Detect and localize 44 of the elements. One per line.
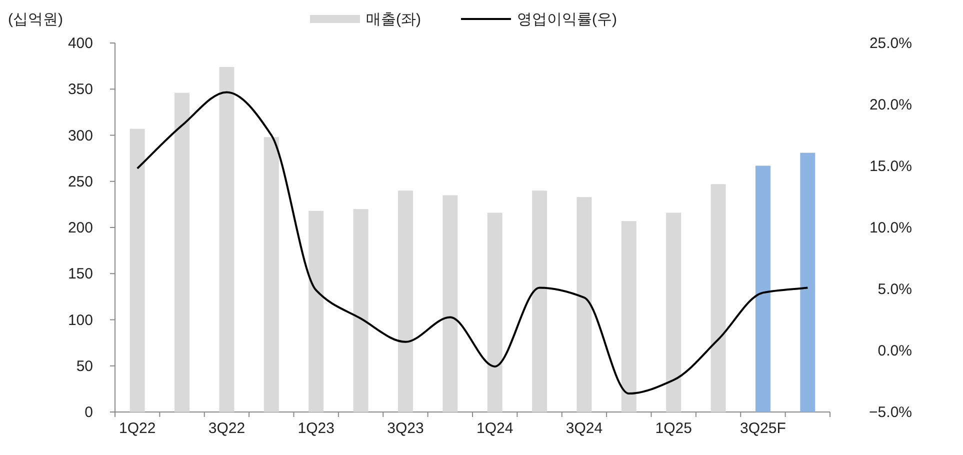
x-tick-label: 1Q22 bbox=[118, 420, 156, 437]
x-tick-label: 1Q24 bbox=[476, 420, 514, 437]
bar bbox=[308, 210, 324, 412]
x-tick-label: 1Q25 bbox=[655, 420, 692, 437]
bar bbox=[532, 190, 548, 412]
bar bbox=[621, 221, 636, 412]
y2-tick-label: 5.0% bbox=[878, 281, 912, 298]
bar bbox=[174, 92, 190, 412]
bar bbox=[666, 212, 682, 412]
line-series bbox=[136, 91, 809, 395]
y2-tick-label: 0.0% bbox=[878, 342, 912, 360]
bar bbox=[710, 184, 726, 412]
y2-tick-label: 15.0% bbox=[869, 158, 912, 175]
bar bbox=[398, 190, 413, 412]
y2-tick-label: 20.0% bbox=[869, 96, 912, 114]
bar bbox=[576, 197, 592, 412]
bar bbox=[264, 137, 279, 412]
y2-tick-label: −5.0% bbox=[869, 404, 912, 421]
bar bbox=[755, 166, 770, 412]
x-tick-label: 3Q23 bbox=[387, 420, 424, 437]
y-tick-label: 350 bbox=[68, 81, 93, 98]
y-tick-label: 250 bbox=[68, 173, 93, 190]
bar bbox=[800, 152, 816, 412]
x-tick-label: 1Q23 bbox=[298, 420, 334, 437]
y-axis-title: (십억원) bbox=[8, 11, 63, 28]
y2-tick-label: 10.0% bbox=[869, 220, 912, 236]
y-tick-label: 200 bbox=[68, 220, 93, 236]
y-tick-label: 150 bbox=[68, 266, 93, 283]
bar bbox=[353, 209, 368, 412]
bar bbox=[130, 128, 145, 412]
y-tick-label: 50 bbox=[76, 358, 93, 375]
bar bbox=[219, 66, 234, 412]
x-tick-label: 3Q25F bbox=[740, 420, 786, 437]
x-tick-label: 3Q22 bbox=[208, 420, 246, 437]
y-tick-label: 0 bbox=[84, 404, 93, 421]
y-tick-label: 400 bbox=[68, 35, 93, 52]
legend-label: 영업이익률(우) bbox=[517, 11, 617, 28]
bar bbox=[442, 195, 458, 412]
y-tick-label: 300 bbox=[68, 127, 93, 144]
legend-label: 매출(좌) bbox=[366, 11, 421, 28]
y2-tick-label: 25.0% bbox=[869, 35, 912, 52]
bar bbox=[487, 212, 502, 412]
x-tick-label: 3Q24 bbox=[566, 420, 603, 437]
y-tick-label: 100 bbox=[68, 312, 93, 329]
